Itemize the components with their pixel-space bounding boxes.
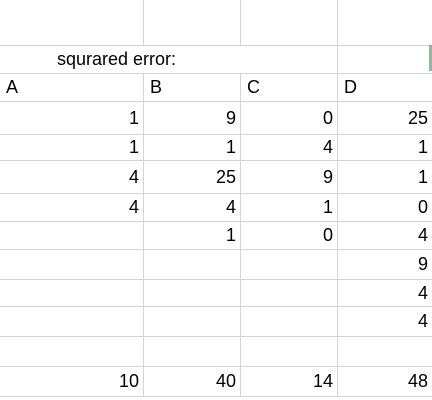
data-cell[interactable]: 1 <box>144 222 241 249</box>
data-cell[interactable] <box>338 337 432 366</box>
sheet-row-title: squrared error: <box>0 46 432 74</box>
cell[interactable] <box>144 0 241 45</box>
cell[interactable] <box>338 46 432 73</box>
data-cell[interactable]: 1 <box>241 194 338 221</box>
column-header-c[interactable]: C <box>241 74 338 101</box>
table-row: 1 9 0 25 <box>0 102 432 135</box>
data-cell[interactable] <box>144 307 241 336</box>
data-cell[interactable] <box>144 250 241 279</box>
data-cell[interactable]: 1 <box>417 166 428 187</box>
table-row <box>0 337 432 367</box>
column-header-b[interactable]: B <box>144 74 241 101</box>
data-cell[interactable]: 4 <box>417 282 428 303</box>
data-cell[interactable]: 0 <box>241 222 338 249</box>
data-cell[interactable]: 1 <box>0 102 144 134</box>
cell[interactable] <box>0 0 144 45</box>
data-cell[interactable]: 4 <box>0 161 144 193</box>
data-cell[interactable] <box>144 280 241 306</box>
data-cell[interactable]: 4 <box>417 225 428 245</box>
table-row: 4 <box>0 307 432 337</box>
data-cell[interactable] <box>0 307 144 336</box>
data-cell[interactable] <box>0 250 144 279</box>
data-cell[interactable]: 25 <box>144 161 241 193</box>
data-cell[interactable]: 4 <box>417 311 428 331</box>
table-row: 4 <box>0 280 432 307</box>
data-cell[interactable] <box>241 250 338 279</box>
total-cell[interactable]: 48 <box>407 371 428 391</box>
table-row: 1 0 4 <box>0 222 432 250</box>
total-cell[interactable]: 40 <box>144 367 241 396</box>
data-cell[interactable]: 1 <box>0 135 144 160</box>
data-cell[interactable] <box>241 280 338 306</box>
data-cell[interactable]: 0 <box>417 197 428 217</box>
table-row: 4 4 1 0 <box>0 194 432 222</box>
cell[interactable] <box>241 46 338 73</box>
table-row: 4 25 9 1 <box>0 161 432 194</box>
data-cell[interactable] <box>0 280 144 306</box>
table-row-totals: 10 40 14 48 <box>0 367 432 397</box>
data-cell[interactable]: 0 <box>241 102 338 134</box>
total-cell[interactable]: 10 <box>0 367 144 396</box>
table-row: 1 1 4 1 <box>0 135 432 161</box>
data-cell[interactable] <box>0 222 144 249</box>
cell[interactable] <box>241 0 338 45</box>
column-header-d[interactable]: D <box>344 77 357 97</box>
data-cell[interactable]: 1 <box>144 135 241 160</box>
data-cell[interactable]: 25 <box>407 107 428 128</box>
data-cell[interactable]: 9 <box>144 102 241 134</box>
data-cell[interactable] <box>241 307 338 336</box>
sheet-title-label: squrared error: <box>57 49 177 69</box>
column-header-a[interactable]: A <box>0 74 144 101</box>
data-cell[interactable] <box>241 337 338 366</box>
table-row: 9 <box>0 250 432 280</box>
selection-marker <box>429 45 432 71</box>
data-cell[interactable]: 4 <box>0 194 144 221</box>
data-cell[interactable]: 9 <box>417 254 428 274</box>
data-cell[interactable] <box>144 337 241 366</box>
sheet-row-headers: A B C D <box>0 74 432 102</box>
data-cell[interactable]: 4 <box>241 135 338 160</box>
data-cell[interactable]: 9 <box>241 161 338 193</box>
data-cell[interactable]: 4 <box>144 194 241 221</box>
data-cell[interactable]: 1 <box>417 137 428 157</box>
data-cell[interactable] <box>0 337 144 366</box>
total-cell[interactable]: 14 <box>241 367 338 396</box>
sheet-row-empty-top <box>0 0 432 46</box>
cell[interactable] <box>338 0 432 45</box>
